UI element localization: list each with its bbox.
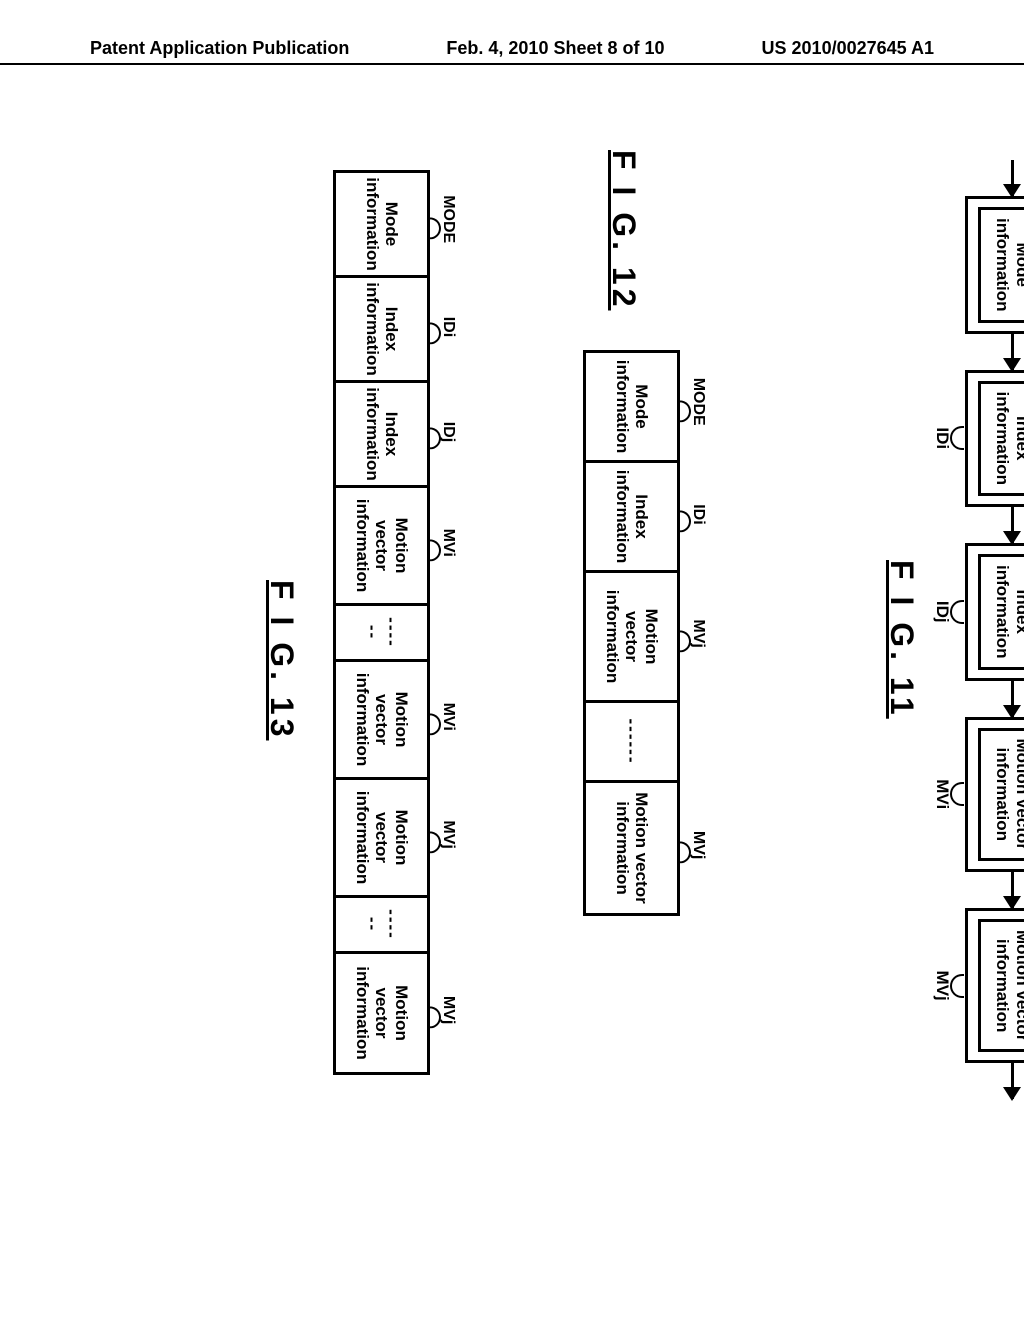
cell-label: MODE <box>689 378 707 426</box>
figure-13: ModeinformationMODEIndexinformationIDiIn… <box>333 160 430 1160</box>
arrow-icon <box>1011 507 1014 543</box>
fig13-table-row: ModeinformationMODEIndexinformationIDiIn… <box>333 170 430 1075</box>
header-center: Feb. 4, 2010 Sheet 8 of 10 <box>446 38 664 59</box>
connector-curve <box>950 600 964 624</box>
fig11-block: ModeinformationMODE <box>965 196 1024 334</box>
connector-curve <box>950 974 964 998</box>
figure-11: ModeinformationMODEIndexinformationIDiIn… <box>880 160 1024 1160</box>
arrow-icon <box>1011 334 1014 370</box>
fig11-block-inner: Motion vectorinformation <box>978 919 1024 1052</box>
fig13-cell: ------ <box>336 898 427 954</box>
arrow-icon <box>1011 1063 1014 1099</box>
fig12-cell: ------ <box>586 703 677 783</box>
cell-label: IDj <box>439 422 457 442</box>
cell-label: IDi <box>439 317 457 337</box>
cell-label: MVj <box>439 996 457 1024</box>
cell-label: MODE <box>439 195 457 243</box>
fig11-flow-row: ModeinformationMODEIndexinformationIDiIn… <box>965 160 1024 1160</box>
fig11-block: IndexinformationIDi <box>965 370 1024 508</box>
fig12-table-row: ModeinformationMODEIndexinformationIDiMo… <box>583 350 680 916</box>
arrow-icon <box>1011 681 1014 717</box>
connector-curve <box>950 782 964 806</box>
fig11-block: Motion vectorinformationMVi <box>965 717 1024 872</box>
fig13-cell: Motion vectorinformationMVj <box>336 780 427 898</box>
block-label: IDi <box>932 427 952 449</box>
cell-label: MVj <box>689 619 707 647</box>
fig11-block: Motion vectorinformationMVj <box>965 908 1024 1063</box>
fig12-caption: F I G. 12 <box>605 150 642 310</box>
header-left: Patent Application Publication <box>90 38 349 59</box>
fig11-caption: F I G. 11 <box>883 560 920 719</box>
fig13-cell: Motion vectorinformationMVi <box>336 488 427 606</box>
page-header: Patent Application Publication Feb. 4, 2… <box>0 38 1024 65</box>
fig13-cell: IndexinformationIDj <box>336 383 427 488</box>
fig13-cell: ------ <box>336 606 427 662</box>
arrow-icon <box>1011 872 1014 908</box>
cell-label: MVj <box>689 831 707 859</box>
fig13-caption: F I G. 13 <box>263 580 300 740</box>
block-label: MVi <box>932 779 952 809</box>
cell-label: MVj <box>439 820 457 848</box>
fig12-cell: Motion vectorinformationMVj <box>586 783 677 913</box>
fig11-block-inner: Indexinformation <box>978 381 1024 497</box>
block-label: MVj <box>932 971 952 1001</box>
fig12-cell: Motion vectorinformationMVj <box>586 573 677 703</box>
diagram-rotated-container: ModeinformationMODEIndexinformationIDiIn… <box>0 280 990 1020</box>
fig13-cell: Motion vectorinformationMVj <box>336 954 427 1072</box>
header-right: US 2010/0027645 A1 <box>762 38 934 59</box>
fig12-cell: ModeinformationMODE <box>586 353 677 463</box>
figure-12: F I G. 12 ModeinformationMODEIndexinform… <box>583 160 680 1160</box>
block-label: IDj <box>932 601 952 623</box>
arrow-icon <box>1011 160 1014 196</box>
fig11-block-inner: Motion vectorinformation <box>978 728 1024 861</box>
cell-label: MVi <box>439 703 457 731</box>
fig13-cell: ModeinformationMODE <box>336 173 427 278</box>
connector-curve <box>950 426 964 450</box>
cell-label: IDi <box>689 504 707 524</box>
fig11-block-inner: Indexinformation <box>978 554 1024 670</box>
fig11-block: IndexinformationIDj <box>965 543 1024 681</box>
fig13-cell: Motion vectorinformationMVi <box>336 662 427 780</box>
fig13-cell: IndexinformationIDi <box>336 278 427 383</box>
fig11-block-inner: Modeinformation <box>978 207 1024 323</box>
cell-label: MVi <box>439 529 457 557</box>
fig12-cell: IndexinformationIDi <box>586 463 677 573</box>
